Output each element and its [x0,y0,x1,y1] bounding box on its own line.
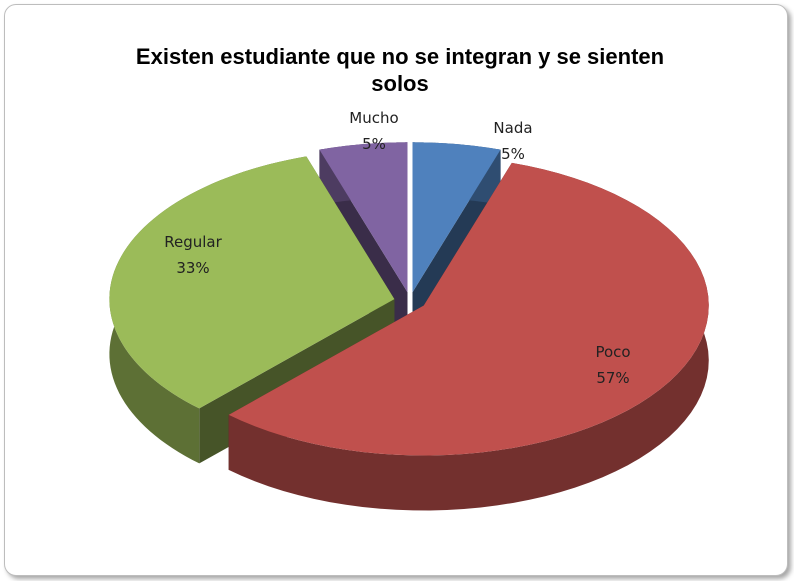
slice-side [228,162,709,511]
data-label-category: Nada [493,119,532,137]
data-label-value: 5% [501,145,525,163]
data-label-value: 57% [596,369,629,387]
slice [228,162,709,456]
data-label-category: Regular [164,233,222,251]
chart: Nada 5% Poco 57% Regular 33% Mucho 5% [109,109,709,511]
slice [412,142,501,293]
chart-title: Existen estudiante que no se integran y … [135,44,665,96]
slice [109,156,395,409]
data-label-category: Mucho [349,109,398,127]
slice [319,142,408,293]
data-label-value: 33% [176,259,209,277]
chart-frame: Nada 5% Poco 57% Regular 33% Mucho 5% Existen e… [4,4,788,576]
data-label-value: 5% [362,135,386,153]
data-label-category: Poco [595,343,630,361]
